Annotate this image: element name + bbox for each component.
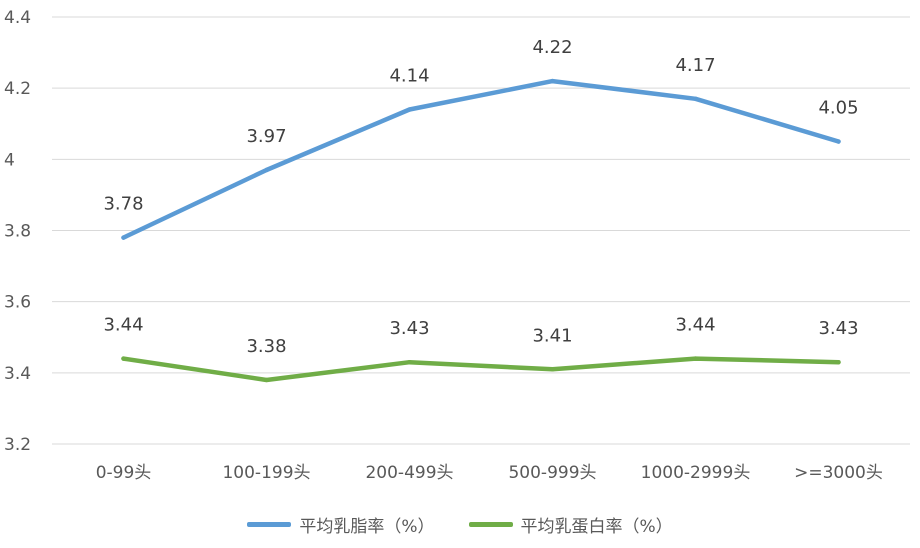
data-label: 3.41 bbox=[532, 325, 572, 346]
legend-label-protein: 平均乳蛋白率（%） bbox=[520, 516, 673, 537]
data-label: 3.78 bbox=[103, 194, 143, 215]
data-point bbox=[693, 96, 698, 102]
data-label: 3.97 bbox=[246, 126, 286, 147]
chart-legend: 平均乳脂率（%） 平均乳蛋白率（%） bbox=[0, 509, 920, 539]
y-tick-label: 4 bbox=[4, 150, 15, 170]
data-point bbox=[836, 139, 841, 144]
y-tick-label: 3.2 bbox=[4, 435, 31, 455]
data-point bbox=[121, 356, 126, 361]
data-point bbox=[121, 235, 126, 240]
data-point bbox=[407, 107, 412, 112]
data-point bbox=[407, 359, 412, 365]
data-point bbox=[836, 359, 841, 365]
data-label: 4.22 bbox=[532, 37, 572, 58]
series-line-2 bbox=[121, 356, 841, 383]
y-tick-label: 3.4 bbox=[4, 364, 31, 384]
x-tick-label: 100-199头 bbox=[222, 463, 310, 483]
legend-item-fat: 平均乳脂率（%） bbox=[247, 512, 435, 537]
data-point bbox=[264, 167, 269, 173]
y-tick-label: 3.8 bbox=[4, 222, 31, 242]
x-tick-label: 500-999头 bbox=[508, 463, 596, 483]
data-label: 3.44 bbox=[675, 315, 715, 336]
x-tick-label: 200-499头 bbox=[365, 463, 453, 483]
data-point bbox=[264, 377, 269, 383]
data-point bbox=[693, 356, 698, 361]
data-label: 3.38 bbox=[246, 336, 286, 357]
data-label: 3.43 bbox=[818, 318, 858, 339]
x-tick-label: >=3000头 bbox=[794, 463, 883, 483]
legend-swatch-protein bbox=[468, 521, 513, 527]
data-point bbox=[550, 367, 555, 372]
data-label: 4.05 bbox=[818, 98, 858, 119]
legend-swatch-fat bbox=[247, 521, 292, 527]
data-point bbox=[550, 78, 555, 84]
legend-item-protein: 平均乳蛋白率（%） bbox=[468, 512, 673, 537]
x-tick-label: 0-99头 bbox=[96, 463, 152, 483]
legend-label-fat: 平均乳脂率（%） bbox=[299, 516, 435, 537]
y-tick-label: 3.6 bbox=[4, 293, 31, 313]
data-label: 4.14 bbox=[389, 66, 429, 87]
data-label: 4.17 bbox=[675, 55, 715, 76]
y-tick-label: 4.2 bbox=[4, 79, 31, 99]
x-tick-label: 1000-2999头 bbox=[641, 463, 751, 483]
data-label: 3.43 bbox=[389, 318, 429, 339]
y-tick-label: 4.4 bbox=[4, 8, 31, 28]
data-label: 3.44 bbox=[103, 315, 143, 336]
series-line-1 bbox=[121, 78, 841, 240]
